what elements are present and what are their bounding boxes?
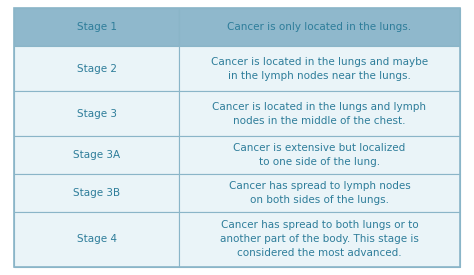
Bar	[179, 136, 460, 174]
Text: Stage 4: Stage 4	[77, 234, 117, 244]
Bar	[179, 174, 460, 211]
Bar	[14, 46, 179, 91]
Bar	[14, 91, 179, 136]
Text: Cancer has spread to both lungs or to
another part of the body. This stage is
co: Cancer has spread to both lungs or to an…	[220, 220, 419, 258]
Text: Cancer is only located in the lungs.: Cancer is only located in the lungs.	[228, 22, 411, 32]
Bar	[179, 211, 460, 267]
Bar	[14, 136, 179, 174]
Bar	[179, 8, 460, 46]
Text: Cancer is located in the lungs and maybe
in the lymph nodes near the lungs.: Cancer is located in the lungs and maybe…	[211, 57, 428, 81]
Text: Cancer is extensive but localized
to one side of the lung.: Cancer is extensive but localized to one…	[233, 143, 406, 167]
Text: Stage 3B: Stage 3B	[73, 188, 120, 198]
Text: Stage 2: Stage 2	[77, 64, 117, 73]
Text: Stage 3: Stage 3	[77, 109, 117, 119]
Text: Stage 3A: Stage 3A	[73, 150, 120, 160]
Text: Cancer is located in the lungs and lymph
nodes in the middle of the chest.: Cancer is located in the lungs and lymph…	[212, 101, 427, 126]
Bar	[14, 174, 179, 211]
Bar	[179, 46, 460, 91]
Text: Stage 1: Stage 1	[77, 22, 117, 32]
Bar	[14, 8, 179, 46]
Bar	[179, 91, 460, 136]
Bar	[14, 211, 179, 267]
Text: Cancer has spread to lymph nodes
on both sides of the lungs.: Cancer has spread to lymph nodes on both…	[228, 181, 410, 205]
